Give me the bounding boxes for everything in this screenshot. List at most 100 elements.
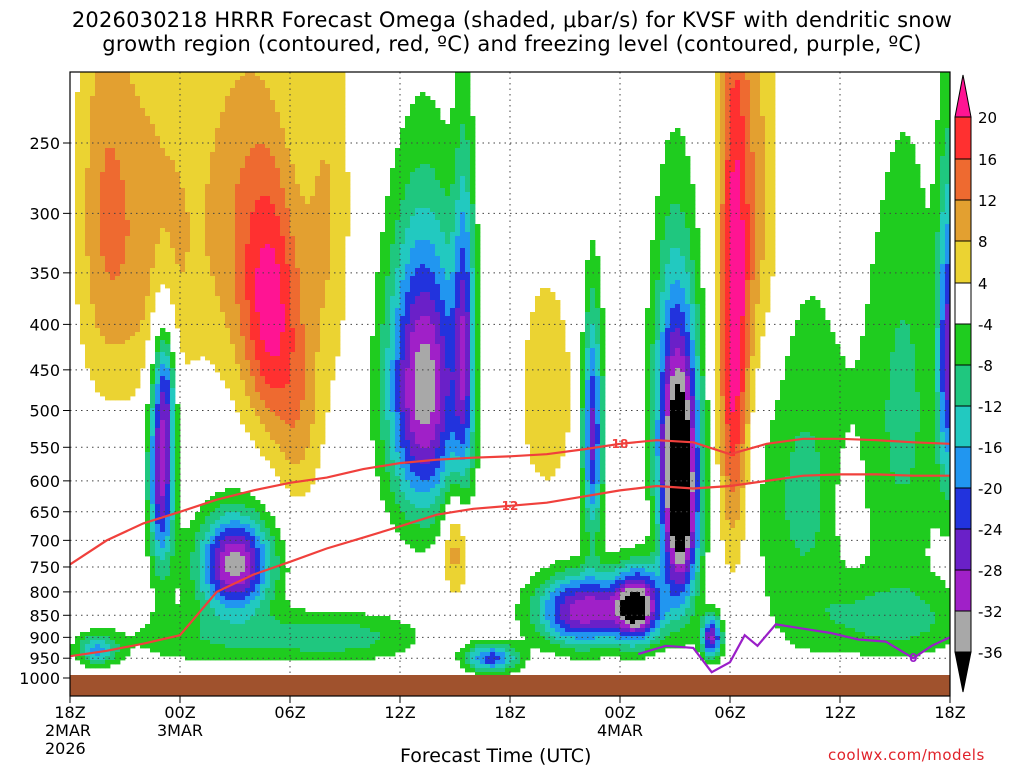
omega-cell [310, 96, 316, 101]
omega-cell [255, 168, 261, 173]
omega-cell [310, 264, 316, 269]
omega-cell [185, 264, 191, 269]
omega-cell [305, 140, 311, 145]
omega-cell [260, 148, 266, 153]
omega-cell [405, 228, 411, 233]
omega-cell [335, 228, 341, 233]
omega-cell [665, 264, 671, 269]
omega-cell [195, 120, 201, 125]
omega-cell [165, 264, 171, 269]
omega-cell [170, 160, 176, 165]
omega-cell [145, 200, 151, 205]
omega-cell [920, 268, 926, 273]
omega-cell [280, 136, 286, 141]
omega-cell [680, 220, 686, 225]
omega-cell [455, 188, 461, 193]
omega-cell [80, 184, 86, 189]
omega-cell [435, 220, 441, 225]
omega-cell [945, 120, 950, 125]
omega-cell [140, 176, 146, 181]
omega-cell [305, 212, 311, 217]
omega-cell [430, 252, 436, 257]
omega-cell [680, 208, 686, 213]
omega-cell [140, 244, 146, 249]
omega-cell [410, 104, 416, 109]
omega-cell [910, 180, 916, 185]
omega-cell [665, 276, 671, 281]
omega-cell [85, 276, 91, 281]
omega-cell [715, 248, 721, 253]
omega-cell [895, 168, 901, 173]
omega-cell [175, 176, 181, 181]
omega-cell [760, 72, 766, 77]
omega-cell [325, 216, 331, 221]
omega-cell [115, 232, 121, 237]
omega-cell [135, 248, 141, 253]
omega-cell [715, 128, 721, 133]
omega-cell [245, 172, 251, 177]
omega-cell [190, 104, 196, 109]
omega-cell [135, 176, 141, 181]
omega-cell [760, 80, 766, 85]
omega-cell [235, 84, 241, 89]
omega-cell [455, 140, 461, 145]
omega-cell [460, 156, 466, 161]
omega-cell [715, 100, 721, 105]
omega-cell [400, 216, 406, 221]
omega-cell [320, 176, 326, 181]
omega-cell [330, 144, 336, 149]
omega-cell [425, 212, 431, 217]
omega-cell [145, 192, 151, 197]
omega-cell [150, 76, 156, 81]
omega-cell [735, 104, 741, 109]
omega-cell [450, 224, 456, 229]
omega-cell [180, 152, 186, 157]
omega-cell [100, 232, 106, 237]
omega-cell [265, 200, 271, 205]
omega-cell [420, 156, 426, 161]
omega-cell [450, 216, 456, 221]
omega-cell [245, 216, 251, 221]
omega-cell [890, 156, 896, 161]
omega-cell [435, 212, 441, 217]
omega-cell [920, 216, 926, 221]
omega-cell [235, 168, 241, 173]
omega-cell [885, 240, 891, 245]
omega-cell [425, 140, 431, 145]
omega-cell [310, 224, 316, 229]
omega-cell [715, 136, 721, 141]
omega-cell [715, 204, 721, 209]
omega-cell [730, 164, 736, 169]
omega-cell [425, 132, 431, 137]
omega-cell [85, 180, 91, 185]
omega-cell [325, 276, 331, 281]
omega-cell [680, 152, 686, 157]
omega-cell [135, 188, 141, 193]
omega-cell [160, 76, 166, 81]
omega-cell [735, 216, 741, 221]
omega-cell [220, 84, 226, 89]
omega-cell [160, 240, 166, 245]
omega-cell [390, 208, 396, 213]
omega-cell [155, 124, 161, 129]
omega-cell [750, 140, 756, 145]
omega-cell [190, 116, 196, 121]
omega-cell [455, 72, 461, 77]
omega-cell [430, 172, 436, 177]
omega-cell [450, 200, 456, 205]
omega-cell [100, 76, 106, 81]
omega-cell [760, 192, 766, 197]
omega-cell [760, 148, 766, 153]
omega-cell [720, 112, 726, 117]
omega-cell [195, 176, 201, 181]
omega-cell [760, 96, 766, 101]
omega-cell [85, 264, 91, 269]
omega-cell [155, 76, 161, 81]
omega-cell [880, 212, 886, 217]
omega-cell [725, 220, 731, 225]
omega-cell [120, 136, 126, 141]
omega-cell [305, 108, 311, 113]
omega-cell [235, 152, 241, 157]
omega-cell [320, 180, 326, 185]
omega-cell [80, 116, 86, 121]
